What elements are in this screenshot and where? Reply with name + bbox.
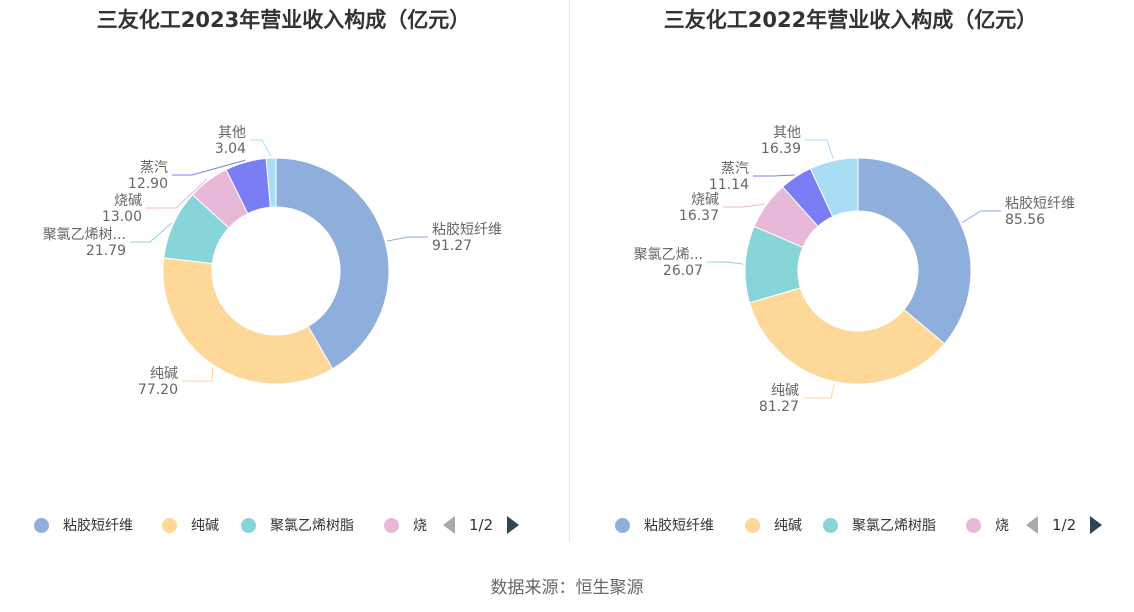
legend-item-viscose-fiber[interactable]: 粘胶短纤维	[34, 512, 133, 538]
legend-marker	[34, 517, 49, 533]
label-line-other	[805, 139, 834, 159]
legend-page-indicator: 1/2	[1052, 516, 1077, 534]
legend-next-icon[interactable]	[1090, 516, 1103, 534]
legend-label: 粘胶短纤维	[644, 518, 714, 534]
legend-label: 烧	[995, 518, 1009, 534]
label-line-steam	[172, 159, 246, 176]
slice-value-viscose-fiber: 91.27	[432, 238, 472, 254]
legend-marker	[241, 517, 256, 533]
label-line-viscose-fiber	[961, 210, 1001, 223]
slice-value-other: 16.39	[761, 141, 801, 157]
label-line-pvc-resin	[707, 261, 744, 265]
slice-label-pvc-resin: 聚氯乙烯树...	[43, 227, 126, 243]
legend-prev-icon[interactable]	[1026, 516, 1038, 534]
legend-label: 粘胶短纤维	[63, 518, 133, 534]
slice-value-soda-ash: 77.20	[138, 382, 178, 398]
slice-value-caustic-soda: 13.00	[102, 209, 142, 225]
label-line-other	[250, 139, 272, 157]
legend-label: 纯碱	[774, 518, 802, 534]
label-line-caustic-soda	[723, 203, 765, 208]
slice-value-steam: 11.14	[709, 177, 749, 193]
legend-marker	[966, 517, 981, 533]
legend-item-pvc-resin[interactable]: 聚氯乙烯树脂	[241, 512, 354, 538]
slice-label-pvc-resin: 聚氯乙烯...	[634, 247, 703, 263]
label-line-steam	[753, 174, 795, 177]
chart-title: 三友化工2023年营业收入构成（亿元）	[96, 8, 471, 32]
legend-next-icon[interactable]	[507, 516, 520, 534]
slice-value-pvc-resin: 26.07	[663, 263, 703, 279]
slice-value-pvc-resin: 21.79	[86, 243, 126, 259]
slice-label-steam: 蒸汽	[140, 160, 168, 176]
label-line-soda-ash	[803, 383, 835, 399]
slice-value-caustic-soda: 16.37	[679, 208, 719, 224]
legend-item-pvc-resin[interactable]: 聚氯乙烯树脂	[823, 512, 936, 538]
slice-soda-ash[interactable]	[162, 257, 334, 385]
legend-item-caustic-soda[interactable]: 烧	[966, 512, 1009, 538]
chart-title: 三友化工2022年营业收入构成（亿元）	[663, 8, 1038, 32]
legend: 粘胶短纤维 纯碱 聚氯乙烯树脂 烧 1/2	[0, 512, 567, 538]
legend-item-soda-ash[interactable]: 纯碱	[162, 512, 219, 538]
data-source-note: 数据来源：恒生聚源	[490, 578, 644, 598]
legend-marker	[615, 517, 630, 533]
slice-other[interactable]	[809, 157, 859, 218]
label-line-viscose-fiber	[386, 236, 428, 242]
legend-pager: 1/2	[1026, 512, 1103, 538]
slice-viscose-fiber[interactable]	[275, 157, 390, 370]
label-line-soda-ash	[182, 367, 214, 382]
legend: 粘胶短纤维 纯碱 聚氯乙烯树脂 烧 1/2	[567, 512, 1134, 538]
slice-label-soda-ash: 纯碱	[150, 366, 178, 382]
panel-divider	[569, 0, 570, 542]
slice-label-caustic-soda: 烧碱	[114, 193, 142, 209]
slice-other[interactable]	[265, 157, 277, 208]
slice-value-other: 3.04	[215, 141, 246, 157]
slice-value-steam: 12.90	[128, 176, 168, 192]
slice-label-viscose-fiber: 粘胶短纤维	[432, 221, 502, 238]
slice-label-caustic-soda: 烧碱	[691, 192, 719, 208]
legend-label: 烧	[413, 518, 427, 534]
legend-marker	[745, 517, 760, 533]
label-line-caustic-soda	[146, 178, 208, 209]
legend-item-caustic-soda[interactable]: 烧	[384, 512, 427, 538]
label-line-pvc-resin	[130, 222, 172, 243]
legend-label: 纯碱	[191, 518, 219, 534]
legend-prev-icon[interactable]	[443, 516, 455, 534]
slice-label-steam: 蒸汽	[721, 161, 749, 177]
slice-value-viscose-fiber: 85.56	[1005, 212, 1045, 228]
legend-item-soda-ash[interactable]: 纯碱	[745, 512, 802, 538]
slice-viscose-fiber[interactable]	[857, 157, 972, 345]
legend-label: 聚氯乙烯树脂	[852, 518, 936, 534]
chart-panel-2023: 三友化工2023年营业收入构成（亿元） 粘胶短纤维 91.27 纯碱 77.20 聚氯乙…	[0, 0, 567, 560]
legend-item-viscose-fiber[interactable]: 粘胶短纤维	[615, 512, 714, 538]
legend-marker	[823, 517, 838, 533]
legend-page-indicator: 1/2	[469, 516, 494, 534]
legend-marker	[384, 517, 399, 533]
legend-marker	[162, 517, 177, 533]
chart-panel-2022: 三友化工2022年营业收入构成（亿元） 粘胶短纤维 85.56 纯碱 81.27 聚氯乙…	[567, 0, 1134, 560]
slice-value-soda-ash: 81.27	[759, 399, 799, 415]
legend-pager: 1/2	[443, 512, 520, 538]
slice-label-other: 其他	[218, 125, 246, 141]
slice-soda-ash[interactable]	[748, 287, 946, 385]
legend-label: 聚氯乙烯树脂	[270, 518, 354, 534]
slice-label-viscose-fiber: 粘胶短纤维	[1005, 195, 1075, 212]
slice-label-soda-ash: 纯碱	[771, 383, 799, 399]
slice-label-other: 其他	[773, 125, 801, 141]
